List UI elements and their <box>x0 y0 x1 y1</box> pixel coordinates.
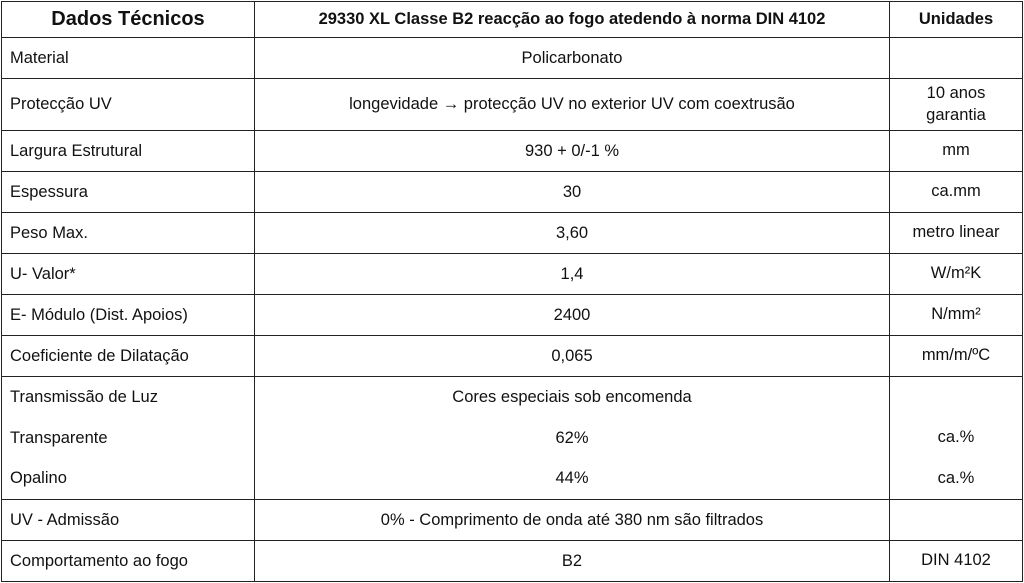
row-label: Opalino <box>1 458 255 500</box>
row-unit <box>889 499 1023 541</box>
table-row: Coeficiente de Dilatação 0,065 mm/m/ºC <box>1 335 1023 377</box>
table-row: Opalino 44% ca.% <box>1 458 1023 500</box>
row-unit: W/m²K <box>889 253 1023 295</box>
row-unit: ca.% <box>889 417 1023 459</box>
table-row: Transparente 62% ca.% <box>1 417 1023 459</box>
row-unit: mm/m/ºC <box>889 335 1023 377</box>
table-row: UV - Admissão 0% - Comprimento de onda a… <box>1 499 1023 541</box>
row-value: Cores especiais sob encomenda <box>254 376 890 418</box>
row-value: longevidade → protecção UV no exterior U… <box>254 78 890 131</box>
table-row: Espessura 30 ca.mm <box>1 171 1023 213</box>
row-unit: mm <box>889 130 1023 172</box>
row-label: Largura Estrutural <box>1 130 255 172</box>
row-unit: metro linear <box>889 212 1023 254</box>
row-label: Protecção UV <box>1 78 255 131</box>
table-row: Peso Max. 3,60 metro linear <box>1 212 1023 254</box>
row-unit-text: 10 anos garantia <box>926 84 986 124</box>
row-label: Transparente <box>1 417 255 459</box>
table-row: Transmissão de Luz Cores especiais sob e… <box>1 376 1023 418</box>
table-row: Protecção UV longevidade → protecção UV … <box>1 78 1023 131</box>
table-row: Largura Estrutural 930 + 0/-1 % mm <box>1 130 1023 172</box>
header-product: 29330 XL Classe B2 reacção ao fogo atede… <box>254 1 890 38</box>
row-label: Comportamento ao fogo <box>1 540 255 582</box>
table-row: E- Módulo (Dist. Apoios) 2400 N/mm² <box>1 294 1023 336</box>
row-value: B2 <box>254 540 890 582</box>
header-unidades: Unidades <box>889 1 1023 38</box>
table-row: U- Valor* 1,4 W/m²K <box>1 253 1023 295</box>
row-value: 30 <box>254 171 890 213</box>
row-unit: N/mm² <box>889 294 1023 336</box>
row-unit: ca.% <box>889 458 1023 500</box>
row-unit: DIN 4102 <box>889 540 1023 582</box>
row-label: U- Valor* <box>1 253 255 295</box>
table-row: Comportamento ao fogo B2 DIN 4102 <box>1 540 1023 582</box>
row-value: 62% <box>254 417 890 459</box>
row-value: 2400 <box>254 294 890 336</box>
row-label: E- Módulo (Dist. Apoios) <box>1 294 255 336</box>
row-label: Peso Max. <box>1 212 255 254</box>
row-value: 1,4 <box>254 253 890 295</box>
table-row: Material Policarbonato <box>1 37 1023 79</box>
row-label: Material <box>1 37 255 79</box>
row-label: Coeficiente de Dilatação <box>1 335 255 377</box>
row-value: 0,065 <box>254 335 890 377</box>
row-label: Espessura <box>1 171 255 213</box>
row-unit <box>889 376 1023 418</box>
row-label: Transmissão de Luz <box>1 376 255 418</box>
row-value: Policarbonato <box>254 37 890 79</box>
row-value: 3,60 <box>254 212 890 254</box>
row-label: UV - Admissão <box>1 499 255 541</box>
row-value: 930 + 0/-1 % <box>254 130 890 172</box>
row-unit: 10 anos garantia <box>889 78 1023 131</box>
table-header-row: Dados Técnicos 29330 XL Classe B2 reacçã… <box>1 1 1023 38</box>
row-unit <box>889 37 1023 79</box>
header-dados-tecnicos: Dados Técnicos <box>1 1 255 38</box>
row-value: 44% <box>254 458 890 500</box>
row-value: 0% - Comprimento de onda até 380 nm são … <box>254 499 890 541</box>
row-unit: ca.mm <box>889 171 1023 213</box>
